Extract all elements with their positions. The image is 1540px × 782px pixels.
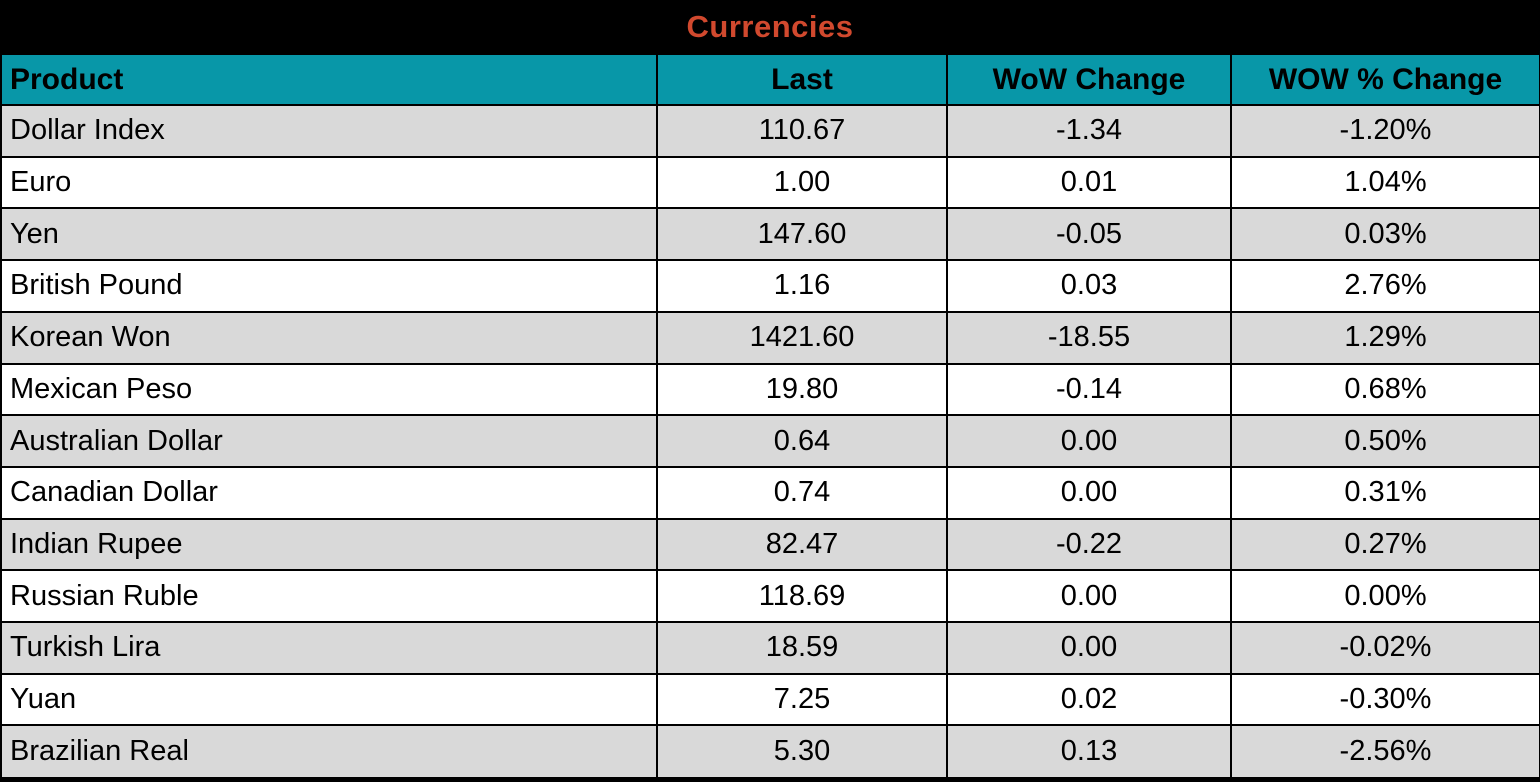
column-header-wow-change: WoW Change [946,53,1232,106]
cell-product: British Pound [0,259,658,313]
table-row: Yen 147.60 -0.05 0.03% [0,207,1540,262]
cell-product: Mexican Peso [0,362,658,417]
cell-wow-change: 0.02 [946,672,1232,727]
cell-last: 0.64 [656,414,948,468]
cell-product: Canadian Dollar [0,465,658,520]
cell-product: Yuan [0,672,658,727]
cell-product: Euro [0,155,658,210]
currencies-table: Product Last WoW Change WOW % Change Dol… [0,53,1540,782]
header-row: Product Last WoW Change WOW % Change [0,53,1540,106]
cell-product: Korean Won [0,310,658,365]
table-row: Korean Won 1421.60 -18.55 1.29% [0,310,1540,365]
cell-last: 19.80 [656,362,948,417]
table-row: Russian Ruble 118.69 0.00 0.00% [0,569,1540,624]
cell-last: 82.47 [656,517,948,572]
cell-wow-change: 0.03 [946,259,1232,313]
table-row: Mexican Peso 19.80 -0.14 0.68% [0,362,1540,417]
cell-wow-pct-change: 0.27% [1230,517,1540,572]
cell-last: 118.69 [656,569,948,624]
cell-wow-change: -0.14 [946,362,1232,417]
table-row: British Pound 1.16 0.03 2.76% [0,259,1540,313]
cell-wow-change: 0.01 [946,155,1232,210]
cell-wow-pct-change: 0.03% [1230,207,1540,262]
cell-last: 147.60 [656,207,948,262]
cell-wow-pct-change: 0.31% [1230,465,1540,520]
cell-wow-change: -0.05 [946,207,1232,262]
cell-wow-change: 0.00 [946,414,1232,468]
cell-product: Turkish Lira [0,621,658,675]
table-row: Dollar Index 110.67 -1.34 -1.20% [0,104,1540,158]
cell-product: Brazilian Real [0,724,658,781]
cell-wow-pct-change: 0.50% [1230,414,1540,468]
cell-wow-change: -1.34 [946,104,1232,158]
cell-last: 0.74 [656,465,948,520]
cell-product: Indian Rupee [0,517,658,572]
cell-wow-change: 0.00 [946,621,1232,675]
table-row: Yuan 7.25 0.02 -0.30% [0,672,1540,727]
table-row: Euro 1.00 0.01 1.04% [0,155,1540,210]
cell-product: Yen [0,207,658,262]
cell-last: 7.25 [656,672,948,727]
cell-last: 5.30 [656,724,948,781]
column-header-wow-pct-change: WOW % Change [1230,53,1540,106]
table-row: Brazilian Real 5.30 0.13 -2.56% [0,724,1540,781]
cell-wow-pct-change: 0.00% [1230,569,1540,624]
cell-wow-change: 0.00 [946,465,1232,520]
cell-wow-change: 0.00 [946,569,1232,624]
cell-wow-pct-change: 2.76% [1230,259,1540,313]
table-row: Indian Rupee 82.47 -0.22 0.27% [0,517,1540,572]
cell-product: Russian Ruble [0,569,658,624]
cell-wow-pct-change: -0.30% [1230,672,1540,727]
table-row: Canadian Dollar 0.74 0.00 0.31% [0,465,1540,520]
table-title: Currencies [686,8,854,44]
cell-wow-pct-change: -1.20% [1230,104,1540,158]
column-header-last: Last [656,53,948,106]
cell-last: 1.00 [656,155,948,210]
cell-wow-pct-change: 1.29% [1230,310,1540,365]
cell-wow-change: -18.55 [946,310,1232,365]
table-row: Australian Dollar 0.64 0.00 0.50% [0,414,1540,468]
cell-last: 110.67 [656,104,948,158]
cell-wow-pct-change: 1.04% [1230,155,1540,210]
cell-product: Dollar Index [0,104,658,158]
cell-wow-pct-change: -0.02% [1230,621,1540,675]
cell-last: 1421.60 [656,310,948,365]
table-row: Turkish Lira 18.59 0.00 -0.02% [0,621,1540,675]
cell-wow-change: 0.13 [946,724,1232,781]
cell-product: Australian Dollar [0,414,658,468]
cell-wow-pct-change: -2.56% [1230,724,1540,781]
table-title-bar: Currencies [0,0,1540,53]
cell-last: 18.59 [656,621,948,675]
column-header-product: Product [0,53,658,106]
cell-wow-change: -0.22 [946,517,1232,572]
cell-wow-pct-change: 0.68% [1230,362,1540,417]
cell-last: 1.16 [656,259,948,313]
